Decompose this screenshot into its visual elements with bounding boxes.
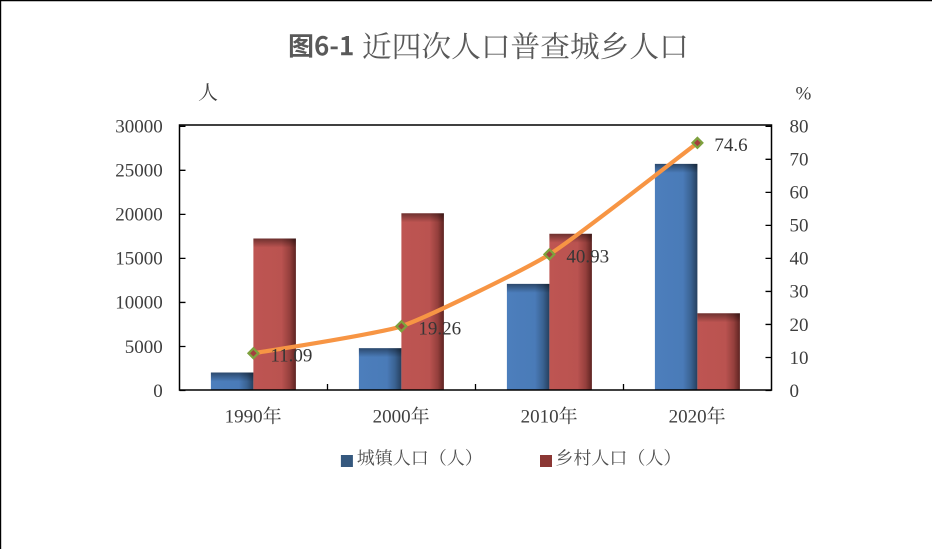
svg-text:80: 80 (790, 117, 809, 138)
svg-text:15000: 15000 (115, 249, 163, 270)
svg-text:%: % (796, 84, 812, 105)
svg-text:50: 50 (790, 216, 809, 237)
svg-text:30: 30 (790, 282, 809, 303)
svg-text:40.93: 40.93 (566, 247, 609, 268)
svg-text:5000: 5000 (125, 337, 163, 358)
svg-text:30000: 30000 (115, 117, 163, 138)
svg-text:60: 60 (790, 183, 809, 204)
svg-text:0: 0 (790, 381, 800, 402)
svg-text:10000: 10000 (115, 293, 163, 314)
svg-text:2000: 2000 (373, 407, 411, 428)
svg-text:2020: 2020 (669, 407, 707, 428)
svg-text:70: 70 (790, 150, 809, 171)
svg-text:40: 40 (790, 249, 809, 270)
svg-text:74.6: 74.6 (714, 135, 747, 156)
svg-text:10: 10 (790, 348, 809, 369)
svg-text:0: 0 (153, 381, 163, 402)
svg-text:19.26: 19.26 (418, 318, 461, 339)
svg-text:2010: 2010 (521, 407, 559, 428)
svg-text:11.09: 11.09 (270, 345, 312, 366)
svg-text:1990: 1990 (225, 407, 263, 428)
svg-text:25000: 25000 (115, 161, 163, 182)
svg-text:20000: 20000 (115, 205, 163, 226)
svg-text:20: 20 (790, 315, 809, 336)
